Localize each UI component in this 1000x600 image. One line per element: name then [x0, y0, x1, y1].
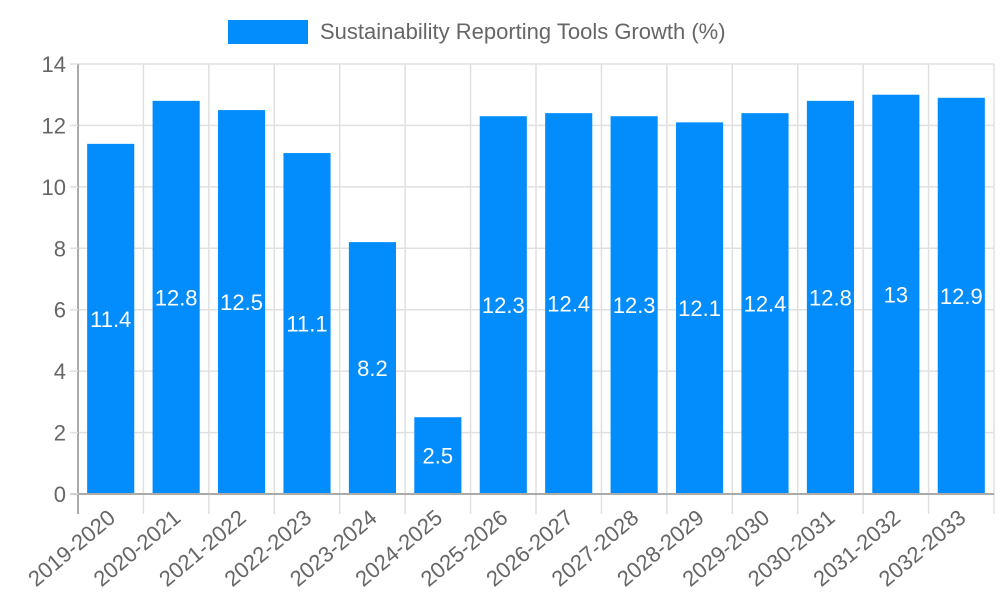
bar-value-label: 12.8	[155, 285, 198, 310]
data-labels: 11.4 12.8 12.5 11.1 8.2 2.5 12.3 12.4 12.3 12.1 12…	[90, 282, 983, 468]
bar[interactable]	[937, 97, 985, 495]
bar[interactable]	[218, 110, 266, 495]
bar-value-label: 12.4	[547, 292, 590, 317]
bar-value-label: 12.3	[482, 293, 525, 318]
legend-swatch	[228, 20, 308, 44]
axes	[70, 64, 994, 514]
bar-value-label: 13	[884, 282, 908, 307]
bar-value-label: 12.8	[809, 285, 852, 310]
y-tick-label: 4	[54, 359, 66, 384]
bar-value-label: 12.4	[744, 292, 787, 317]
x-axis-ticks: 2019-20202020-20212021-20222022-20232023…	[23, 505, 970, 592]
legend-label: Sustainability Reporting Tools Growth (%…	[320, 19, 726, 44]
bar[interactable]	[283, 153, 331, 495]
bar[interactable]	[676, 122, 724, 494]
y-tick-label: 6	[54, 298, 66, 323]
bar-value-label: 12.9	[940, 284, 983, 309]
bar-value-label: 12.3	[613, 293, 656, 318]
bar-value-label: 12.1	[678, 296, 721, 321]
bar[interactable]	[806, 100, 854, 494]
bar[interactable]	[414, 417, 462, 494]
y-axis-ticks: 0 2 4 6 8 10 12 14	[42, 52, 78, 507]
bar[interactable]	[610, 116, 658, 494]
bar[interactable]	[545, 113, 593, 495]
y-tick-label: 8	[54, 236, 66, 261]
bar-value-label: 12.5	[220, 290, 263, 315]
bar-value-label: 8.2	[357, 356, 388, 381]
y-tick-label: 2	[54, 421, 66, 446]
bar[interactable]	[479, 116, 527, 494]
bar-value-label: 11.4	[90, 307, 131, 332]
bar-value-label: 2.5	[423, 444, 454, 469]
y-tick-label: 14	[42, 52, 66, 77]
bar[interactable]	[348, 242, 396, 494]
bar[interactable]	[741, 113, 789, 495]
y-tick-label: 12	[42, 113, 66, 138]
bar[interactable]	[872, 94, 920, 494]
y-tick-label: 10	[42, 175, 66, 200]
bar[interactable]	[152, 100, 200, 494]
y-tick-label: 0	[54, 482, 66, 507]
bar-value-label: 11.1	[286, 312, 327, 337]
bars	[87, 94, 985, 495]
bar[interactable]	[87, 143, 135, 494]
chart-legend[interactable]: Sustainability Reporting Tools Growth (%…	[228, 18, 726, 46]
grid-lines	[77, 63, 995, 514]
